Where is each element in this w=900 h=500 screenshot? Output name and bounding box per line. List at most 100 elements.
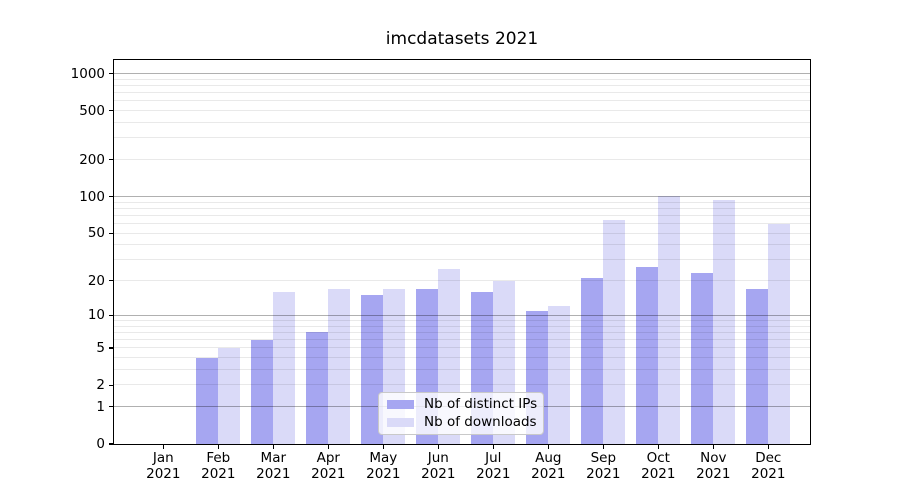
y-tick-mark-200 [109, 159, 113, 161]
x-tick-mark-mar [272, 445, 274, 449]
y-tick-mark-1000 [109, 73, 113, 75]
x-tick-mark-oct [657, 445, 659, 449]
bar-ips-apr [306, 332, 329, 444]
bar-ips-sep [581, 278, 604, 444]
y-tick-mark-20 [109, 280, 113, 282]
y-tick-label-1: 1 [96, 398, 105, 415]
x-tick-mark-dec [767, 445, 769, 449]
x-tick-label-oct: Oct 2021 [641, 450, 676, 482]
y-tick-label-0: 0 [96, 436, 105, 452]
bar-downloads-mar [273, 291, 296, 444]
minor-gridline-200 [113, 159, 810, 161]
x-tick-mark-jun [437, 445, 439, 449]
y-tick-label-10: 10 [87, 307, 105, 324]
legend: Nb of distinct IPs Nb of downloads [378, 392, 544, 435]
minor-gridline-40 [113, 244, 810, 246]
bar-ips-feb [196, 357, 219, 444]
minor-gridline-50 [113, 232, 810, 234]
minor-gridline-800 [113, 85, 810, 86]
x-tick-label-aug: Aug 2021 [531, 450, 566, 482]
minor-gridline-3 [113, 369, 810, 371]
x-tick-label-apr: Apr 2021 [311, 450, 346, 482]
bar-ips-mar [251, 339, 274, 444]
minor-gridline-7 [113, 331, 810, 333]
x-tick-label-nov: Nov 2021 [696, 450, 731, 482]
y-tick-mark-1 [109, 406, 113, 408]
y-tick-mark-10 [109, 314, 113, 317]
minor-gridline-9 [113, 319, 810, 321]
y-tick-mark-50 [109, 232, 113, 234]
minor-gridline-70 [113, 214, 810, 216]
bar-downloads-aug [548, 306, 571, 444]
minor-gridline-80 [113, 207, 810, 209]
bar-ips-oct [636, 267, 659, 444]
legend-item-downloads: Nb of downloads [387, 414, 537, 431]
bar-downloads-dec [768, 223, 791, 444]
bar-downloads-oct [658, 196, 681, 444]
legend-swatch-downloads [387, 418, 414, 427]
y-tick-mark-500 [109, 110, 113, 112]
major-gridline-10 [113, 314, 810, 316]
grid-layer [113, 60, 810, 444]
x-tick-label-dec: Dec 2021 [751, 450, 786, 482]
legend-label-downloads: Nb of downloads [424, 414, 537, 430]
minor-gridline-400 [113, 122, 810, 124]
legend-swatch-ips [387, 400, 414, 409]
x-tick-label-mar: Mar 2021 [256, 450, 291, 482]
minor-gridline-2 [113, 384, 810, 386]
legend-label-ips: Nb of distinct IPs [424, 396, 538, 412]
bar-downloads-sep [603, 220, 626, 444]
y-tick-mark-0 [109, 443, 113, 445]
x-tick-label-sep: Sep 2021 [586, 450, 621, 482]
bar-ips-may [361, 295, 384, 444]
y-tick-label-1000: 1000 [70, 65, 105, 82]
y-tick-label-20: 20 [87, 272, 105, 289]
x-tick-mark-may [382, 445, 384, 449]
y-tick-label-500: 500 [79, 102, 105, 119]
chart-title: imcdatasets 2021 [385, 29, 539, 49]
x-tick-mark-sep [602, 445, 604, 449]
plot-area [112, 58, 811, 445]
y-tick-label-100: 100 [79, 188, 105, 205]
x-tick-mark-feb [217, 445, 219, 449]
minor-gridline-8 [113, 325, 810, 327]
minor-gridline-90 [113, 201, 810, 203]
minor-gridline-6 [113, 339, 810, 341]
bar-downloads-nov [713, 200, 736, 444]
minor-gridline-30 [113, 259, 810, 261]
y-tick-label-5: 5 [96, 339, 105, 356]
x-tick-mark-nov [712, 445, 714, 449]
minor-gridline-60 [113, 223, 810, 224]
x-tick-mark-jul [492, 445, 494, 449]
x-tick-label-jan: Jan 2021 [146, 450, 181, 482]
minor-gridline-20 [113, 280, 810, 282]
x-tick-label-jul: Jul 2021 [476, 450, 511, 482]
x-tick-mark-jan [162, 445, 164, 449]
legend-item-ips: Nb of distinct IPs [387, 396, 538, 413]
y-tick-label-200: 200 [79, 151, 105, 168]
major-gridline-1000 [113, 73, 810, 75]
y-tick-mark-100 [109, 196, 113, 198]
x-tick-label-jun: Jun 2021 [421, 450, 456, 482]
x-tick-mark-apr [327, 445, 329, 449]
bar-downloads-feb [218, 347, 241, 444]
minor-gridline-300 [113, 137, 810, 139]
bar-ips-dec [746, 288, 769, 444]
major-gridline-100 [113, 195, 810, 197]
minor-gridline-900 [113, 78, 810, 80]
bar-downloads-apr [328, 288, 351, 444]
y-tick-label-2: 2 [96, 377, 105, 394]
x-tick-label-feb: Feb 2021 [201, 450, 236, 482]
minor-gridline-600 [113, 100, 810, 102]
x-tick-label-may: May 2021 [366, 450, 401, 482]
x-tick-mark-aug [547, 445, 549, 449]
minor-gridline-4 [113, 357, 810, 359]
y-tick-mark-2 [109, 384, 113, 386]
y-tick-mark-5 [109, 347, 113, 349]
minor-gridline-5 [113, 347, 810, 349]
bar-ips-nov [691, 273, 714, 444]
y-tick-label-50: 50 [87, 225, 105, 242]
minor-gridline-500 [113, 110, 810, 112]
minor-gridline-700 [113, 92, 810, 94]
